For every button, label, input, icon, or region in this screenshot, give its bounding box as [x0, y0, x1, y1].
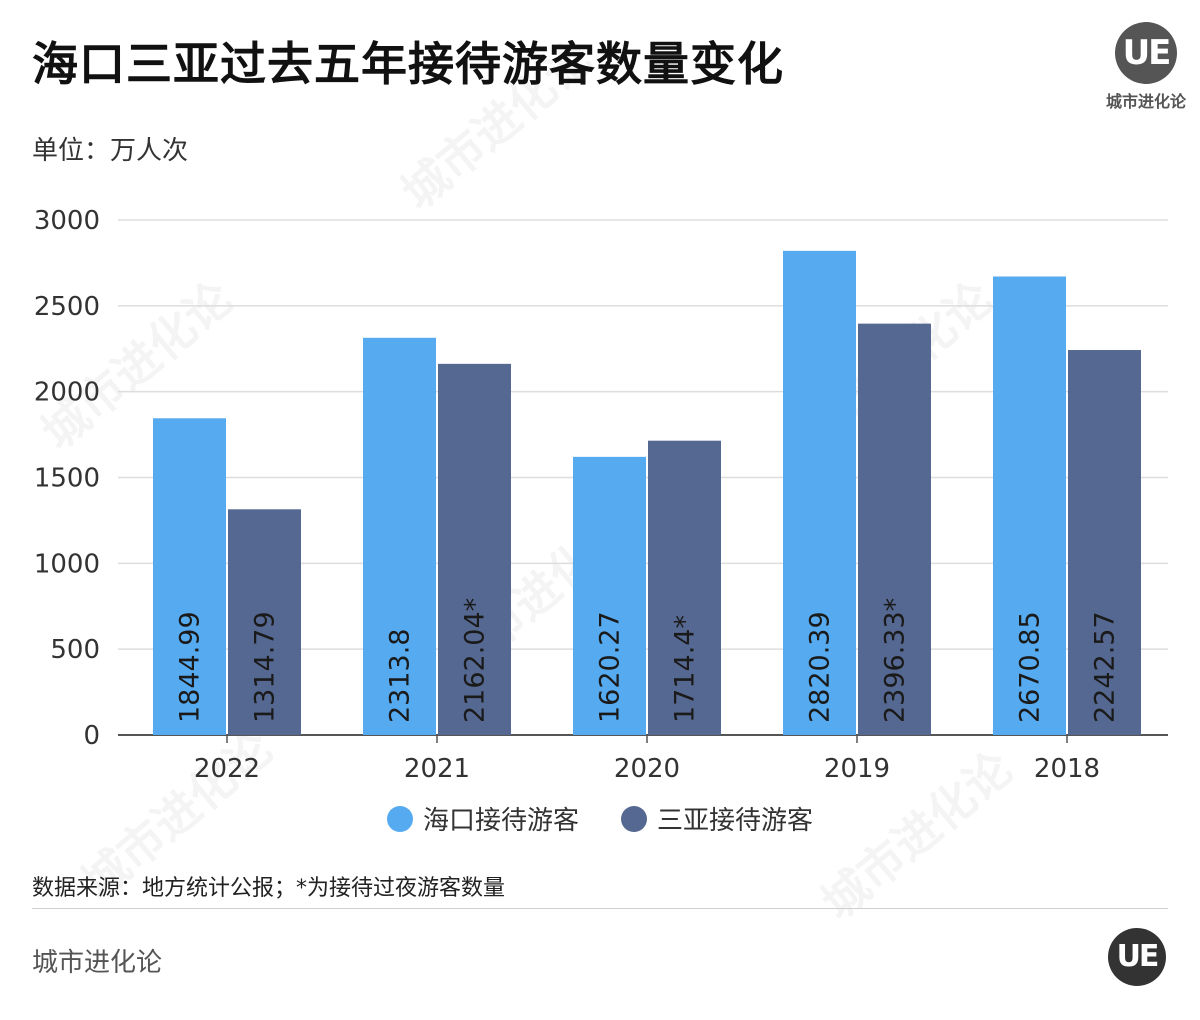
data-label: 2313.8	[385, 629, 416, 723]
data-label: 1714.4*	[670, 615, 701, 723]
brand-block: UE 城市进化论	[1096, 22, 1196, 112]
data-label: 2396.33*	[880, 598, 911, 723]
legend-item: 海口接待游客	[386, 800, 579, 837]
chart-title: 海口三亚过去五年接待游客数量变化	[32, 37, 784, 91]
bar-sanya	[438, 363, 511, 735]
y-tick-label: 1500	[34, 464, 100, 494]
bar-haikou	[993, 276, 1066, 735]
ue-logo-icon: UE	[1115, 22, 1177, 84]
divider	[32, 908, 1168, 909]
x-tick-label: 2020	[614, 754, 680, 784]
bar-sanya	[228, 509, 301, 735]
footer-brand-name: 城市进化论	[32, 948, 163, 978]
data-label: 2242.57	[1090, 611, 1121, 723]
x-tick-label: 2021	[404, 754, 470, 784]
legend-label: 海口接待游客	[422, 806, 579, 836]
unit-label: 单位：万人次	[32, 136, 189, 166]
footer-ue-logo-icon: UE	[1108, 928, 1166, 986]
x-tick-label: 2018	[1034, 754, 1100, 784]
brand-name: 城市进化论	[1105, 92, 1186, 111]
bar-haikou	[783, 250, 856, 735]
bar-sanya	[858, 323, 931, 735]
x-tick-label: 2019	[824, 754, 890, 784]
bar-haikou	[363, 337, 436, 735]
bar-sanya	[1068, 350, 1141, 735]
data-label: 1844.99	[175, 611, 206, 723]
data-label: 2162.04*	[460, 598, 491, 723]
legend-label: 三亚接待游客	[657, 806, 814, 836]
data-label: 2670.85	[1015, 611, 1046, 723]
data-label: 1314.79	[250, 611, 281, 723]
y-tick-label: 3000	[34, 206, 100, 236]
legend: 海口接待游客 三亚接待游客	[0, 800, 1200, 837]
source-note: 数据来源：地方统计公报；*为接待过夜游客数量	[32, 876, 506, 901]
y-tick-label: 1000	[34, 549, 100, 579]
y-tick-label: 2000	[34, 378, 100, 408]
legend-item: 三亚接待游客	[621, 800, 813, 837]
bar-chart: 0 500 1000 1500 2000 2500 3000 2022 1844.99 1314.…	[34, 206, 1168, 784]
y-tick-label: 0	[83, 721, 100, 751]
bar-haikou	[153, 418, 226, 735]
legend-swatch-icon	[621, 805, 647, 832]
bar-sanya	[648, 440, 721, 735]
y-tick-label: 500	[50, 635, 100, 665]
legend-swatch-icon	[386, 805, 413, 832]
data-label: 2820.39	[805, 611, 836, 723]
data-label: 1620.27	[595, 611, 626, 723]
y-tick-label: 2500	[34, 292, 100, 322]
x-tick-label: 2022	[194, 754, 260, 784]
bar-haikou	[573, 456, 646, 735]
